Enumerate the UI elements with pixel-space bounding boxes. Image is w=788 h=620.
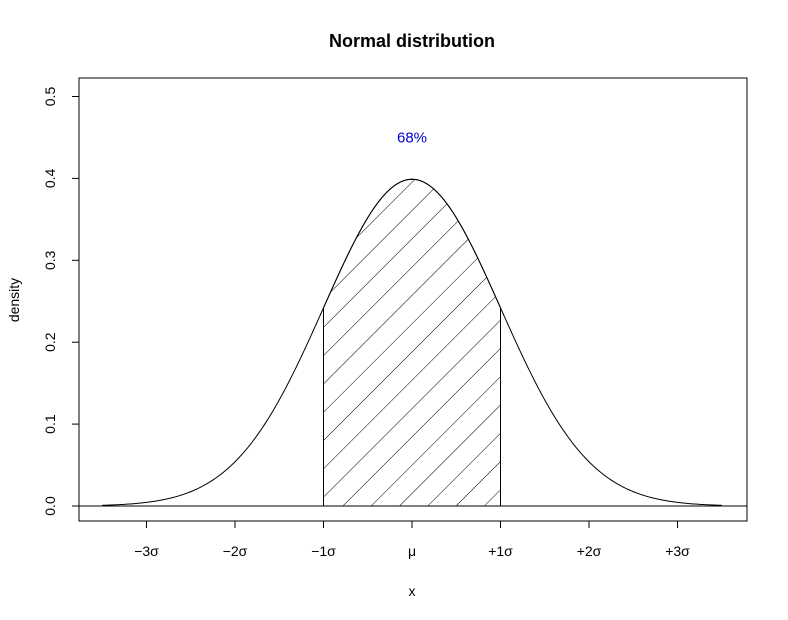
plot-area (78, 77, 748, 522)
x-tick-label: μ (408, 543, 416, 559)
shaded-68-percent-region (323, 178, 501, 507)
x-tick-label: +1σ (488, 543, 513, 559)
y-tick-label: 0.4 (42, 168, 58, 188)
y-tick-label: 0.5 (42, 87, 58, 107)
y-tick-label: 0.0 (42, 496, 58, 516)
y-tick-label: 0.2 (42, 332, 58, 352)
y-tick-label: 0.3 (42, 250, 58, 270)
x-tick-label: −1σ (311, 543, 336, 559)
chart-title: Normal distribution (329, 31, 495, 51)
y-axis-label: density (6, 278, 22, 322)
y-axis: 0.0 0.1 0.2 0.3 0.4 0.5 (42, 87, 80, 516)
x-tick-label: +2σ (577, 543, 602, 559)
x-tick-label: −3σ (134, 543, 159, 559)
x-axis: −3σ −2σ −1σ μ +1σ +2σ +3σ (134, 520, 690, 559)
x-tick-label: +3σ (665, 543, 690, 559)
x-tick-label: −2σ (223, 543, 248, 559)
x-axis-label: x (409, 583, 416, 599)
annotation-68-percent: 68% (397, 129, 427, 146)
density-curve (102, 178, 722, 506)
y-tick-label: 0.1 (42, 414, 58, 434)
